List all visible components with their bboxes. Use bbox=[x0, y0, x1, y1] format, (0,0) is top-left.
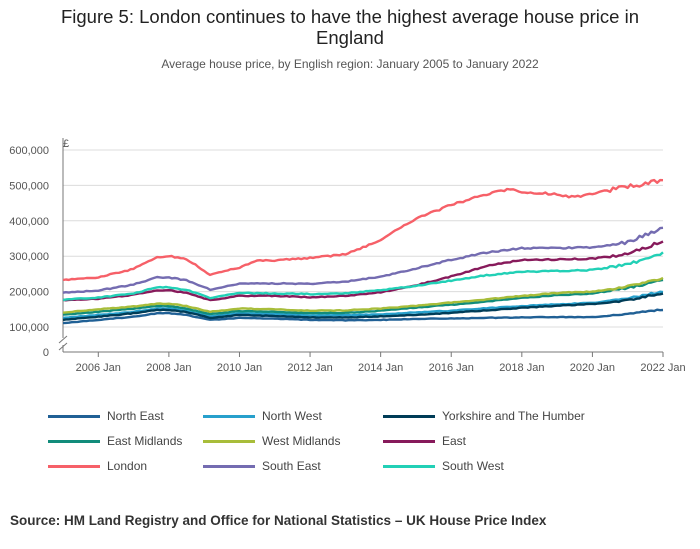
series-line-london bbox=[62, 178, 664, 282]
y-tick-label: 100,000 bbox=[9, 322, 49, 334]
x-tick-label: 2022 Jan bbox=[640, 362, 685, 374]
chart-title: Figure 5: London continues to have the h… bbox=[0, 6, 700, 48]
x-tick-label: 2018 Jan bbox=[499, 362, 544, 374]
series-line-west-midlands bbox=[62, 276, 664, 314]
y-tick-label: 600,000 bbox=[9, 145, 49, 157]
y-tick-label: 200,000 bbox=[9, 287, 49, 299]
legend-swatch bbox=[203, 414, 255, 418]
series-line-south-east bbox=[62, 226, 664, 294]
legend-label: Yorkshire and The Humber bbox=[442, 409, 585, 423]
legend-label: East bbox=[442, 434, 467, 448]
legend-swatch bbox=[48, 464, 100, 468]
legend-swatch bbox=[48, 414, 100, 418]
chart-subtitle: Average house price, by English region: … bbox=[161, 57, 539, 71]
series-line-south-west bbox=[62, 251, 664, 302]
legend-label: London bbox=[107, 459, 148, 473]
x-tick-label: 2012 Jan bbox=[287, 362, 332, 374]
legend-label: North East bbox=[107, 409, 164, 423]
legend-item[interactable]: South East bbox=[203, 457, 321, 475]
series-line-east-midlands bbox=[62, 278, 664, 316]
series-line-east bbox=[62, 240, 664, 302]
legend-swatch bbox=[203, 464, 255, 468]
legend-item[interactable]: East Midlands bbox=[48, 432, 182, 450]
legend-item[interactable]: West Midlands bbox=[203, 432, 340, 450]
legend-label: East Midlands bbox=[107, 434, 183, 448]
y-tick-label: 300,000 bbox=[9, 251, 49, 263]
legend-item[interactable]: East bbox=[383, 432, 466, 450]
y-tick-label: 500,000 bbox=[9, 180, 49, 192]
x-tick-label: 2006 Jan bbox=[76, 362, 121, 374]
legend-swatch bbox=[203, 439, 255, 443]
x-tick-label: 2010 Jan bbox=[217, 362, 262, 374]
series-line-yorkshire-and-the-humber bbox=[62, 292, 664, 322]
x-tick-label: 2008 Jan bbox=[146, 362, 191, 374]
legend-item[interactable]: Yorkshire and The Humber bbox=[383, 407, 585, 425]
chart-title-line-2: England bbox=[316, 27, 384, 48]
axis-break-mark bbox=[58, 335, 68, 344]
chart-legend: North East North West Yorkshire and The Hu… bbox=[48, 407, 688, 482]
series-line-north-east bbox=[62, 308, 664, 325]
legend-label: North West bbox=[262, 409, 322, 423]
chart-title-line-1: Figure 5: London continues to have the h… bbox=[60, 6, 639, 27]
legend-item[interactable]: North East bbox=[48, 407, 164, 425]
legend-swatch bbox=[383, 464, 435, 468]
legend-swatch bbox=[383, 414, 435, 418]
x-tick-label: 2016 Jan bbox=[429, 362, 474, 374]
legend-label: South East bbox=[262, 459, 321, 473]
y-tick-label: 400,000 bbox=[9, 216, 49, 228]
x-tick-label: 2020 Jan bbox=[570, 362, 615, 374]
legend-item[interactable]: North West bbox=[203, 407, 322, 425]
legend-label: South West bbox=[442, 459, 504, 473]
axis-break-mark bbox=[58, 342, 68, 351]
legend-item[interactable]: London bbox=[48, 457, 147, 475]
x-tick-label: 2014 Jan bbox=[358, 362, 403, 374]
y-unit-label: £ bbox=[63, 138, 69, 150]
legend-item[interactable]: South West bbox=[383, 457, 504, 475]
legend-label: West Midlands bbox=[262, 434, 341, 448]
source-note: Source: HM Land Registry and Office for … bbox=[10, 513, 547, 528]
y-tick-label: 0 bbox=[43, 347, 49, 359]
legend-swatch bbox=[383, 439, 435, 443]
legend-swatch bbox=[48, 439, 100, 443]
